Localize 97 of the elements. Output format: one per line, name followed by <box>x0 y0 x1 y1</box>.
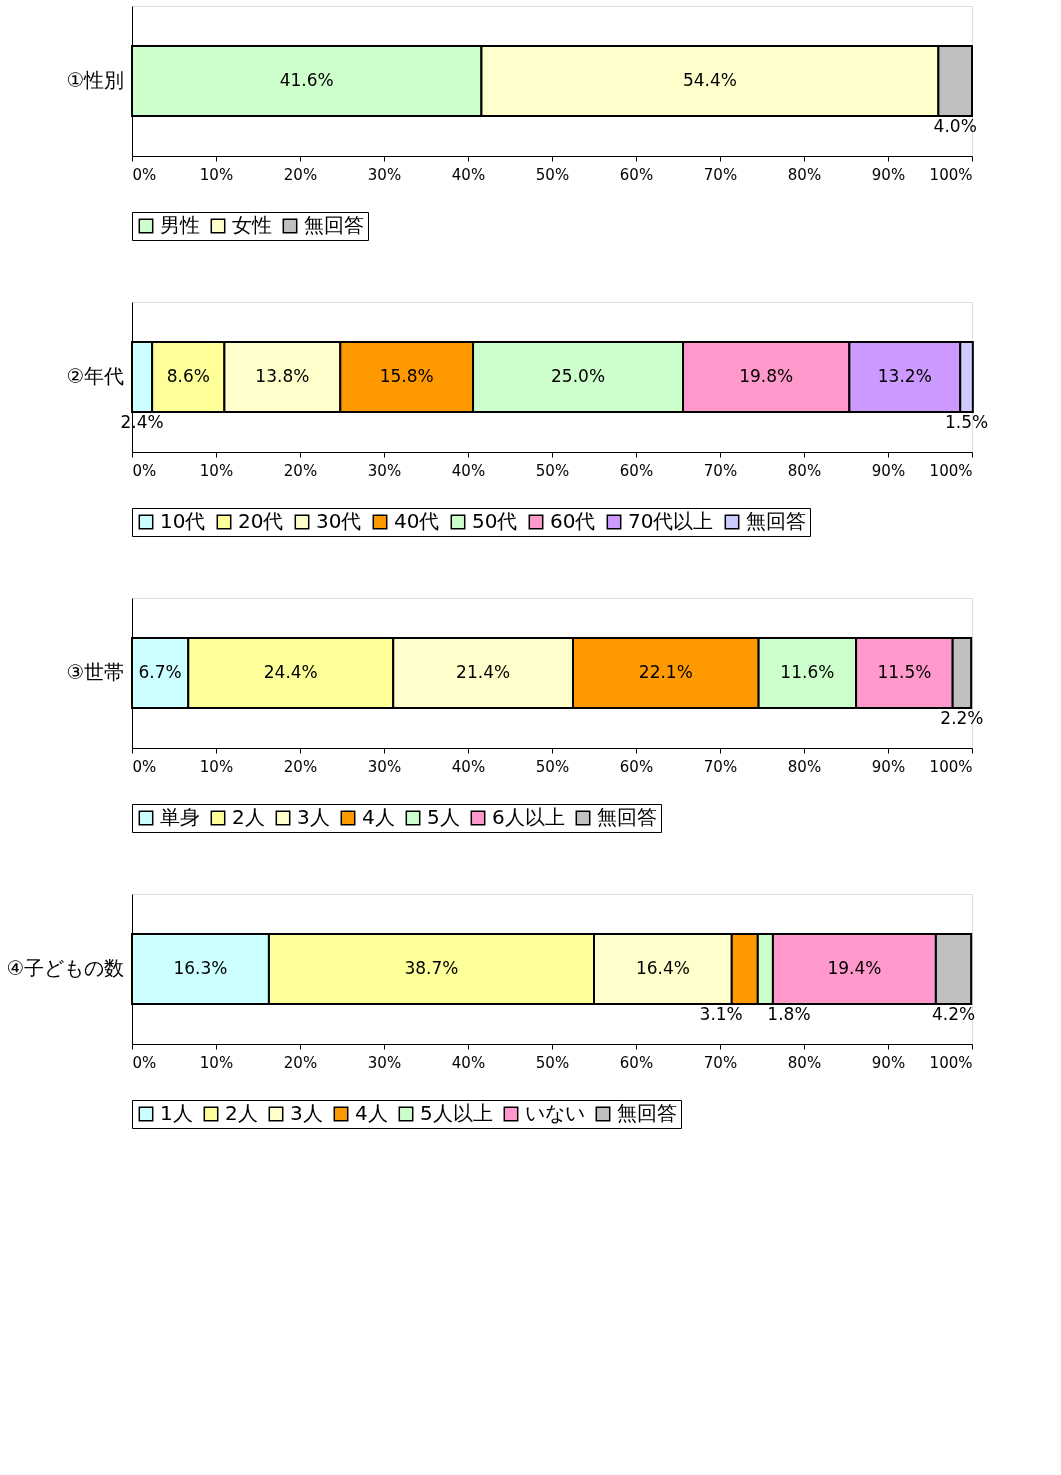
legend-label: 60代 <box>550 509 596 533</box>
x-tick-label: 70% <box>703 757 738 776</box>
data-label: 38.7% <box>404 958 459 978</box>
legend-label: 無回答 <box>304 213 364 237</box>
legend-label: いない <box>525 1101 585 1125</box>
data-label: 19.8% <box>739 366 794 386</box>
legend-label: 4人 <box>362 805 395 829</box>
x-tick-label: 70% <box>703 1053 738 1072</box>
legend-label: 10代 <box>160 509 206 533</box>
data-label: 15.8% <box>379 366 434 386</box>
legend-label: 6人以上 <box>492 805 565 829</box>
legend-label: 単身 <box>160 805 200 829</box>
x-tick-label: 10% <box>199 461 234 480</box>
x-tick-label: 30% <box>367 757 402 776</box>
data-label: 25.0% <box>551 366 606 386</box>
x-tick-label: 70% <box>703 461 738 480</box>
legend-label: 3人 <box>290 1101 323 1125</box>
legend-label: 50代 <box>472 509 518 533</box>
x-tick-label: 20% <box>283 757 318 776</box>
x-tick-label: 80% <box>787 461 822 480</box>
x-tick-label: 60% <box>619 461 654 480</box>
x-tick-label: 90% <box>871 757 906 776</box>
data-label: 13.8% <box>255 366 310 386</box>
data-label: 8.6% <box>166 366 210 386</box>
x-tick-label: 80% <box>787 757 822 776</box>
x-tick-label: 10% <box>199 757 234 776</box>
x-tick-label: 90% <box>871 1053 906 1072</box>
x-tick-label: 40% <box>451 1053 486 1072</box>
x-tick-label: 50% <box>535 461 570 480</box>
legend-label: 5人 <box>427 805 460 829</box>
y-tick-label: ②年代 <box>66 364 125 388</box>
x-tick-label: 100% <box>929 1053 973 1072</box>
data-label: 11.6% <box>780 662 835 682</box>
legend-label: 無回答 <box>617 1101 677 1125</box>
x-tick-label: 100% <box>929 165 973 184</box>
legend-label: 無回答 <box>597 805 657 829</box>
x-tick-label: 70% <box>703 165 738 184</box>
x-tick-label: 100% <box>929 461 973 480</box>
legend-label: 男性 <box>160 213 200 237</box>
legend-label: 70代以上 <box>628 509 714 533</box>
data-label: 4.2% <box>931 1004 976 1024</box>
x-tick-label: 100% <box>929 757 973 776</box>
legend-label: 30代 <box>316 509 362 533</box>
data-label: 4.0% <box>933 116 977 136</box>
x-tick-label: 0% <box>132 461 157 480</box>
data-label: 6.7% <box>138 662 182 682</box>
legend-label: 女性 <box>232 213 272 237</box>
legend-label: 無回答 <box>746 509 806 533</box>
x-tick-label: 50% <box>535 165 570 184</box>
legend-label: 2人 <box>232 805 265 829</box>
data-label: 19.4% <box>827 958 882 978</box>
data-label: 1.8% <box>767 1004 811 1024</box>
x-tick-label: 30% <box>367 1053 402 1072</box>
x-tick-label: 40% <box>451 461 486 480</box>
data-label: 3.1% <box>699 1004 743 1024</box>
data-label: 24.4% <box>263 662 318 682</box>
x-tick-label: 50% <box>535 1053 570 1072</box>
x-tick-label: 10% <box>199 165 234 184</box>
x-tick-label: 80% <box>787 165 822 184</box>
x-tick-label: 20% <box>283 461 318 480</box>
x-tick-label: 20% <box>283 1053 318 1072</box>
x-tick-label: 40% <box>451 165 486 184</box>
y-tick-label: ④子どもの数 <box>6 956 125 980</box>
data-label: 16.4% <box>635 958 690 978</box>
x-tick-label: 90% <box>871 165 906 184</box>
legend-label: 40代 <box>394 509 440 533</box>
data-label: 1.5% <box>944 412 989 432</box>
data-label: 54.4% <box>682 70 737 90</box>
data-label: 41.6% <box>279 70 334 90</box>
legend-label: 1人 <box>160 1101 193 1125</box>
data-label: 21.4% <box>456 662 511 682</box>
x-tick-label: 60% <box>619 1053 654 1072</box>
y-tick-label: ①性別 <box>66 68 125 92</box>
legend-label: 5人以上 <box>420 1101 493 1125</box>
x-tick-label: 60% <box>619 165 654 184</box>
y-tick-label: ③世帯 <box>66 660 125 684</box>
x-tick-label: 40% <box>451 757 486 776</box>
x-tick-label: 80% <box>787 1053 822 1072</box>
data-label: 22.1% <box>638 662 693 682</box>
x-tick-label: 0% <box>132 1053 157 1072</box>
x-tick-label: 20% <box>283 165 318 184</box>
x-tick-label: 30% <box>367 461 402 480</box>
legend-label: 2人 <box>225 1101 258 1125</box>
legend-label: 20代 <box>238 509 284 533</box>
x-tick-label: 0% <box>132 165 157 184</box>
legend-label: 3人 <box>297 805 330 829</box>
data-label: 11.5% <box>877 662 932 682</box>
data-label: 2.2% <box>940 708 984 728</box>
x-tick-label: 60% <box>619 757 654 776</box>
data-label: 16.3% <box>173 958 228 978</box>
legend-label: 4人 <box>355 1101 388 1125</box>
x-tick-label: 0% <box>132 757 157 776</box>
x-tick-label: 90% <box>871 461 906 480</box>
data-label: 13.2% <box>877 366 932 386</box>
x-tick-label: 50% <box>535 757 570 776</box>
x-tick-label: 30% <box>367 165 402 184</box>
x-tick-label: 10% <box>199 1053 234 1072</box>
